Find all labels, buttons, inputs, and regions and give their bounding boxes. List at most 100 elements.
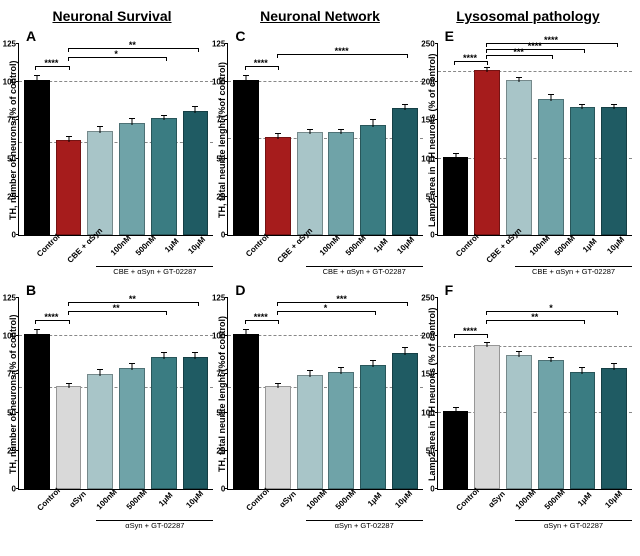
error-bar: [163, 116, 164, 121]
y-tick-label: 125: [212, 294, 228, 303]
chart-area: TH, number of neurons (% of control)0255…: [8, 44, 213, 236]
significance-label: ****: [35, 312, 67, 322]
significance-label: ****: [454, 326, 486, 336]
error-bar: [309, 371, 310, 377]
panel-letter: C: [235, 28, 245, 44]
error-cap: [243, 75, 249, 76]
bar: [506, 355, 532, 489]
bar: [119, 368, 145, 489]
error-cap: [129, 363, 135, 364]
error-bar: [341, 130, 342, 135]
bar-wrap: [180, 298, 212, 489]
bar-wrap: [148, 298, 180, 489]
error-cap: [611, 363, 617, 364]
error-cap: [34, 329, 40, 330]
y-tick-label: 100: [421, 408, 437, 417]
error-cap: [402, 347, 408, 348]
error-bar: [195, 107, 196, 113]
bar: [183, 357, 209, 489]
bar-wrap: [148, 44, 180, 235]
error-cap: [611, 104, 617, 105]
significance-label: ****: [35, 58, 67, 68]
y-tick-label: 75: [216, 116, 228, 125]
y-tick-label: 200: [421, 332, 437, 341]
error-bar: [246, 76, 247, 82]
error-bar: [341, 368, 342, 374]
error-bar: [277, 134, 278, 139]
error-bar: [68, 384, 69, 389]
bar: [328, 132, 354, 235]
x-labels-row: ControlCBE + αSyn100nM500nM1μM10μM: [247, 238, 422, 266]
bar-wrap: [21, 44, 53, 235]
error-bar: [518, 78, 519, 83]
bar: [297, 132, 323, 235]
header-lysosomal-pathology: Lysosomal pathology: [424, 8, 632, 24]
bar-wrap: [357, 44, 389, 235]
panel-A: ATH, number of neurons (% of control)025…: [8, 28, 213, 278]
error-bar: [582, 368, 583, 374]
bar-wrap: [294, 298, 326, 489]
group-bracket: αSyn + GT-02287: [38, 520, 213, 532]
chart-area: Lamp2 area in TH neurons (% of control)0…: [427, 298, 632, 490]
error-cap: [516, 77, 522, 78]
chart-area: Lamp2 area in TH neurons (% of control)0…: [427, 44, 632, 236]
bars-container: [19, 44, 213, 235]
panel-letter: A: [26, 28, 36, 44]
error-bar: [487, 343, 488, 347]
bar-wrap: [440, 44, 472, 235]
error-cap: [192, 352, 198, 353]
bar: [506, 80, 532, 235]
bar: [392, 108, 418, 235]
error-bar: [582, 105, 583, 109]
bar: [360, 365, 386, 489]
y-axis-label: TH, number of neurons (% of control): [8, 44, 18, 236]
bar: [24, 80, 50, 235]
bar-wrap: [116, 44, 148, 235]
significance-label: ****: [245, 312, 277, 322]
y-axis-label: TH, total neurite lenght (%of control): [217, 44, 227, 236]
error-bar: [163, 353, 164, 359]
error-cap: [402, 104, 408, 105]
bar-wrap: [21, 298, 53, 489]
error-cap: [370, 360, 376, 361]
y-axis-label: Lamp2 area in TH neurons (% of control): [427, 298, 437, 490]
error-bar: [455, 154, 456, 159]
bar: [328, 372, 354, 489]
panel-D: DTH, total neurite lenght (%of control)0…: [217, 282, 422, 532]
panel-F: FLamp2 area in TH neurons (% of control)…: [427, 282, 632, 532]
group-bracket: αSyn + GT-02287: [247, 520, 422, 532]
plot-area: 0255075100125********: [18, 298, 213, 490]
y-tick-label: 100: [421, 154, 437, 163]
panel-B: BTH, number of neurons (% of control)025…: [8, 282, 213, 532]
y-tick-label: 25: [216, 446, 228, 455]
panel-E: ELamp2 area in TH neurons (% of control)…: [427, 28, 632, 278]
y-tick-label: 100: [212, 78, 228, 87]
group-label: CBE + αSyn + GT-02287: [306, 267, 423, 276]
column-headers-row: Neuronal Survival Neuronal Network Lysos…: [8, 8, 632, 24]
bar-wrap: [294, 44, 326, 235]
y-tick-label: 100: [212, 332, 228, 341]
group-label: αSyn + GT-02287: [96, 521, 213, 530]
y-tick-label: 200: [421, 78, 437, 87]
error-cap: [66, 383, 72, 384]
bar: [56, 386, 82, 489]
error-bar: [455, 408, 456, 413]
bar: [265, 137, 291, 235]
bar-wrap: [535, 298, 567, 489]
bar-wrap: [503, 298, 535, 489]
y-tick-label: 50: [426, 446, 438, 455]
error-cap: [161, 115, 167, 116]
bar: [119, 123, 145, 235]
y-tick-label: 50: [216, 408, 228, 417]
error-bar: [404, 348, 405, 354]
error-bar: [404, 105, 405, 110]
bar-wrap: [180, 44, 212, 235]
panel-letter: E: [445, 28, 454, 44]
y-tick-label: 50: [426, 192, 438, 201]
error-bar: [309, 130, 310, 135]
bar-wrap: [84, 44, 116, 235]
y-axis-label: TH, total neurite lenght (%of control): [217, 298, 227, 490]
error-cap: [161, 352, 167, 353]
error-cap: [338, 129, 344, 130]
error-bar: [487, 68, 488, 72]
